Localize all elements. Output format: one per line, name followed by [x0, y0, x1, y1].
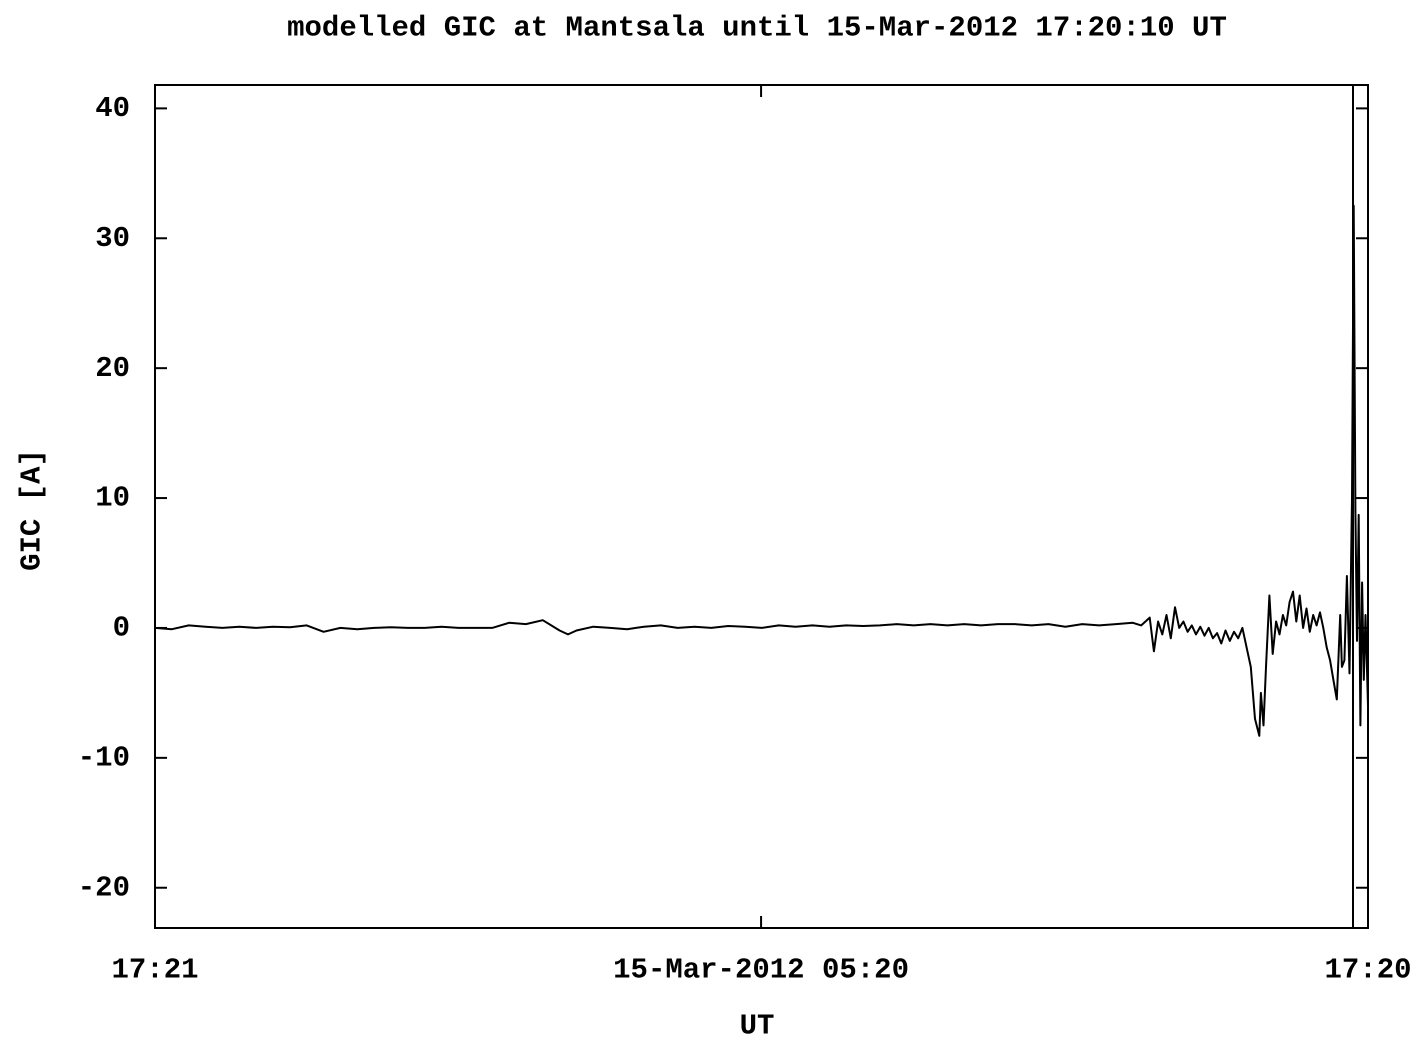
x-tick-label: 15-Mar-2012 05:20 — [613, 954, 909, 987]
y-tick-label: 0 — [113, 612, 130, 645]
y-tick-label: 30 — [95, 222, 130, 255]
chart-title: modelled GIC at Mantsala until 15-Mar-20… — [287, 12, 1227, 45]
y-axis-label: GIC [A] — [16, 449, 49, 571]
x-axis-label: UT — [740, 1010, 775, 1043]
y-tick-label: 40 — [95, 92, 130, 125]
plot-frame — [154, 84, 1369, 929]
data-line — [154, 204, 1369, 737]
y-tick-label: -20 — [78, 871, 130, 904]
y-tick-label: 20 — [95, 352, 130, 385]
x-tick-label: 17:20 — [1324, 954, 1411, 987]
y-tick-label: -10 — [78, 741, 130, 774]
x-tick-label: 17:21 — [111, 954, 198, 987]
y-tick-label: 10 — [95, 482, 130, 515]
